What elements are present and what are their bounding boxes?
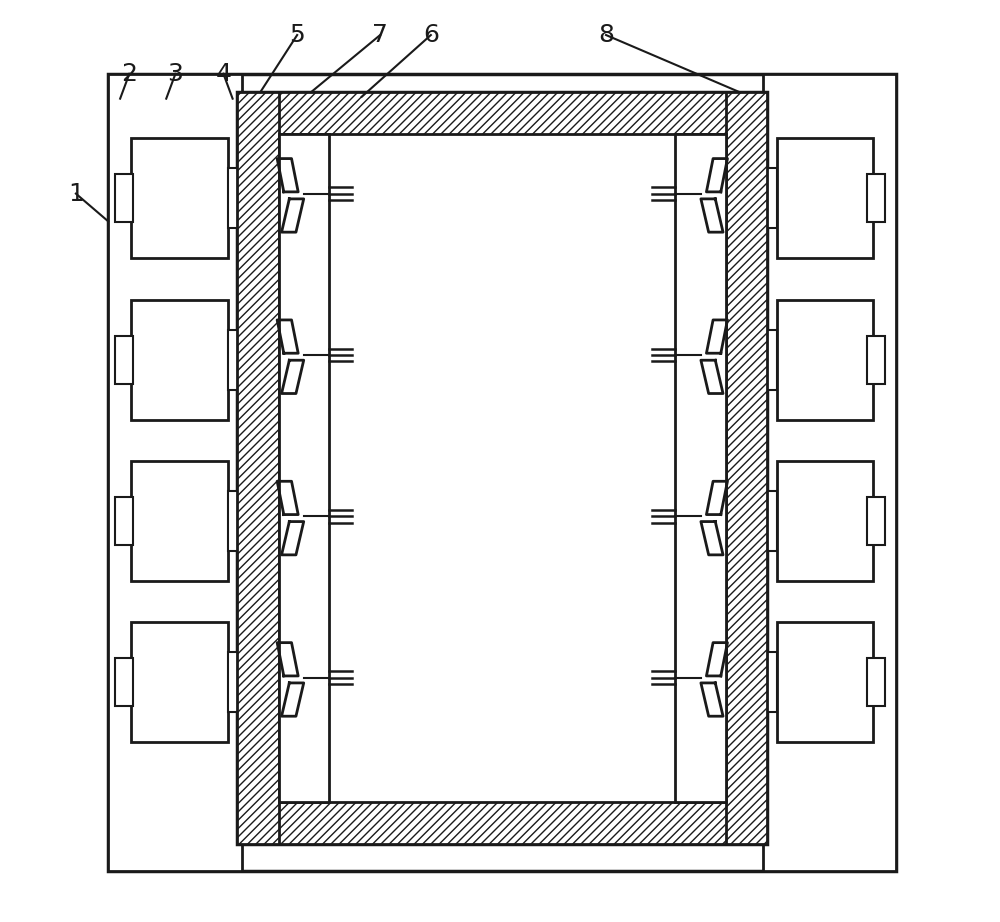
Bar [115,336,133,384]
Bar [777,461,873,581]
Text: 5: 5 [289,23,305,47]
Bar [115,174,133,222]
Bar [279,134,329,802]
Bar [867,336,885,384]
Bar [777,300,873,420]
Text: 7: 7 [372,23,388,47]
Bar [867,497,885,545]
Bar [131,461,228,581]
Bar [228,169,245,229]
Text: 6: 6 [423,23,439,47]
Bar [760,169,777,229]
Bar [115,497,133,545]
Text: 4: 4 [215,62,231,86]
Bar [237,802,767,844]
Bar [115,658,133,706]
Bar [131,622,228,742]
Bar [760,653,777,712]
Bar [237,92,767,844]
Bar [777,138,873,258]
Bar [228,653,245,712]
Text: 2: 2 [121,62,137,86]
Bar [108,74,242,871]
Bar [867,658,885,706]
Bar [237,92,279,844]
Bar [131,300,228,420]
Text: 3: 3 [168,62,183,86]
Bar [228,491,245,551]
Bar [131,138,228,258]
Text: 1: 1 [68,182,84,206]
Bar [777,622,873,742]
Bar [760,330,777,390]
Bar [108,74,896,871]
Bar [763,74,896,871]
Bar [726,92,767,844]
Text: 8: 8 [598,23,614,47]
Bar [228,330,245,390]
Bar [675,134,726,802]
Bar [760,491,777,551]
Bar [867,174,885,222]
Bar [237,92,767,134]
